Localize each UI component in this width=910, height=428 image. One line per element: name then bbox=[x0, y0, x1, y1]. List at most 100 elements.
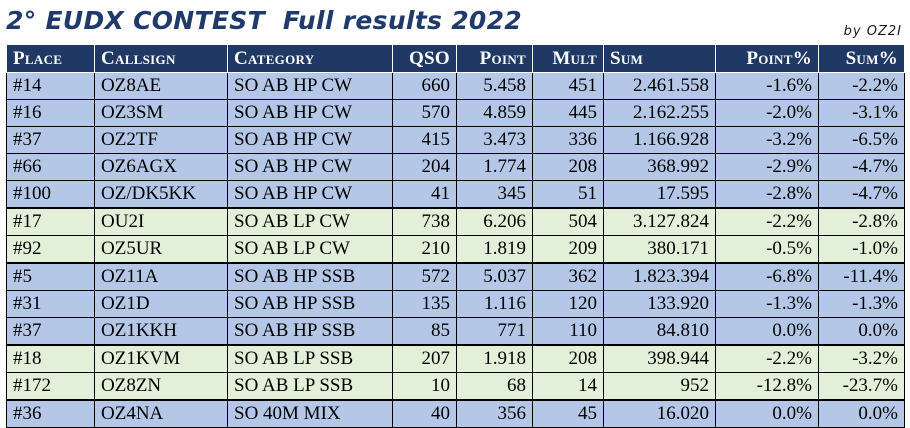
column-header-category: Category bbox=[227, 44, 393, 73]
sum-pct-cell: -4.7% bbox=[818, 153, 905, 181]
callsign-cell: OZ1KKH bbox=[94, 317, 228, 346]
point-cell: 1.819 bbox=[456, 235, 533, 264]
point-pct-cell: -3.2% bbox=[715, 126, 819, 154]
mult-cell: 110 bbox=[532, 317, 604, 346]
point-cell: 3.473 bbox=[456, 126, 533, 154]
mult-cell: 504 bbox=[532, 207, 604, 236]
category-cell: SO AB HP CW bbox=[227, 72, 393, 100]
qso-cell: 415 bbox=[392, 126, 457, 154]
category-cell: SO AB HP CW bbox=[227, 99, 393, 127]
sum-cell: 398.944 bbox=[603, 344, 716, 373]
qso-cell: 570 bbox=[392, 99, 457, 127]
point-cell: 68 bbox=[456, 372, 533, 401]
place-cell: #31 bbox=[6, 290, 95, 318]
place-cell: #37 bbox=[6, 317, 95, 346]
qso-cell: 210 bbox=[392, 235, 457, 264]
qso-cell: 40 bbox=[392, 399, 457, 428]
column-header-place: Place bbox=[6, 44, 95, 73]
sum-cell: 17.595 bbox=[603, 180, 716, 209]
mult-cell: 208 bbox=[532, 153, 604, 181]
sum-cell: 1.823.394 bbox=[603, 262, 716, 291]
category-cell: SO 40M MIX bbox=[227, 399, 393, 428]
callsign-cell: OZ/DK5KK bbox=[94, 180, 228, 209]
point-cell: 771 bbox=[456, 317, 533, 346]
category-cell: SO AB HP SSB bbox=[227, 290, 393, 318]
place-cell: #5 bbox=[6, 262, 95, 291]
qso-cell: 207 bbox=[392, 344, 457, 373]
column-header-sum: Sum bbox=[603, 44, 716, 73]
point-pct-cell: -2.0% bbox=[715, 99, 819, 127]
mult-cell: 209 bbox=[532, 235, 604, 264]
callsign-cell: OZ11A bbox=[94, 262, 228, 291]
callsign-cell: OZ3SM bbox=[94, 99, 228, 127]
point-cell: 6.206 bbox=[456, 207, 533, 236]
place-cell: #17 bbox=[6, 207, 95, 236]
mult-cell: 362 bbox=[532, 262, 604, 291]
callsign-cell: OZ8ZN bbox=[94, 372, 228, 401]
category-cell: SO AB HP SSB bbox=[227, 262, 393, 291]
place-cell: #16 bbox=[6, 99, 95, 127]
sum-pct-cell: -4.7% bbox=[818, 180, 905, 209]
column-header-callsign: Callsign bbox=[94, 44, 228, 73]
qso-cell: 660 bbox=[392, 72, 457, 100]
mult-cell: 451 bbox=[532, 72, 604, 100]
point-cell: 4.859 bbox=[456, 99, 533, 127]
sum-pct-cell: -1.3% bbox=[818, 290, 905, 318]
point-pct-cell: -1.3% bbox=[715, 290, 819, 318]
sum-cell: 2.162.255 bbox=[603, 99, 716, 127]
category-cell: SO AB HP SSB bbox=[227, 317, 393, 346]
column-header-qso: QSO bbox=[392, 44, 457, 73]
point-pct-cell: 0.0% bbox=[715, 317, 819, 346]
qso-cell: 10 bbox=[392, 372, 457, 401]
category-cell: SO AB LP SSB bbox=[227, 372, 393, 401]
category-cell: SO AB LP CW bbox=[227, 235, 393, 264]
point-pct-cell: 0.0% bbox=[715, 399, 819, 428]
sum-cell: 380.171 bbox=[603, 235, 716, 264]
table-row: #92 OZ5UR SO AB LP CW 210 1.819 209 380.171 -0.… bbox=[6, 235, 905, 264]
qso-cell: 85 bbox=[392, 317, 457, 346]
sum-pct-cell: 0.0% bbox=[818, 399, 905, 428]
results-table: Place Callsign Category QSO Point Mult S… bbox=[6, 44, 905, 428]
table-row: #18 OZ1KVM SO AB LP SSB 207 1.918 208 398.944-… bbox=[6, 344, 905, 373]
point-pct-cell: -2.2% bbox=[715, 344, 819, 373]
table-row: #37 OZ1KKH SO AB HP SSB 85 771 110 84.810 0.0% 0… bbox=[6, 317, 905, 346]
place-cell: #92 bbox=[6, 235, 95, 264]
page-title: 2° EUDX CONTEST Full results 2022 bbox=[6, 6, 522, 35]
point-cell: 1.918 bbox=[456, 344, 533, 373]
place-cell: #100 bbox=[6, 180, 95, 209]
qso-cell: 41 bbox=[392, 180, 457, 209]
category-cell: SO AB HP CW bbox=[227, 180, 393, 209]
place-cell: #18 bbox=[6, 344, 95, 373]
mult-cell: 445 bbox=[532, 99, 604, 127]
category-cell: SO AB LP SSB bbox=[227, 344, 393, 373]
point-cell: 5.458 bbox=[456, 72, 533, 100]
place-cell: #14 bbox=[6, 72, 95, 100]
category-cell: SO AB LP CW bbox=[227, 207, 393, 236]
qso-cell: 572 bbox=[392, 262, 457, 291]
mult-cell: 120 bbox=[532, 290, 604, 318]
point-cell: 1.116 bbox=[456, 290, 533, 318]
callsign-cell: OZ4NA bbox=[94, 399, 228, 428]
table-row: #5 OZ11A SO AB HP SSB 572 5.037 362 1.823.394-… bbox=[6, 262, 905, 291]
callsign-cell: OZ1KVM bbox=[94, 344, 228, 373]
sum-cell: 2.461.558 bbox=[603, 72, 716, 100]
mult-cell: 208 bbox=[532, 344, 604, 373]
category-cell: SO AB HP CW bbox=[227, 126, 393, 154]
category-cell: SO AB HP CW bbox=[227, 153, 393, 181]
callsign-cell: OZ1D bbox=[94, 290, 228, 318]
sum-pct-cell: -11.4% bbox=[818, 262, 905, 291]
sum-pct-cell: -3.2% bbox=[818, 344, 905, 373]
callsign-cell: OZ6AGX bbox=[94, 153, 228, 181]
column-header-point: Point bbox=[456, 44, 533, 73]
qso-cell: 204 bbox=[392, 153, 457, 181]
results-body: #14 OZ8AE SO AB HP CW 660 5.458 451 2.461.558-… bbox=[6, 72, 905, 428]
callsign-cell: OZ2TF bbox=[94, 126, 228, 154]
column-header-mult: Mult bbox=[532, 44, 604, 73]
sum-pct-cell: -2.2% bbox=[818, 72, 905, 100]
header-row: Place Callsign Category QSO Point Mult S… bbox=[6, 44, 905, 73]
mult-cell: 14 bbox=[532, 372, 604, 401]
point-pct-cell: -12.8% bbox=[715, 372, 819, 401]
table-row: #36 OZ4NA SO 40M MIX 40 356 45 16.020 0.0% 0.0% bbox=[6, 399, 905, 428]
callsign-cell: OZ5UR bbox=[94, 235, 228, 264]
mult-cell: 45 bbox=[532, 399, 604, 428]
